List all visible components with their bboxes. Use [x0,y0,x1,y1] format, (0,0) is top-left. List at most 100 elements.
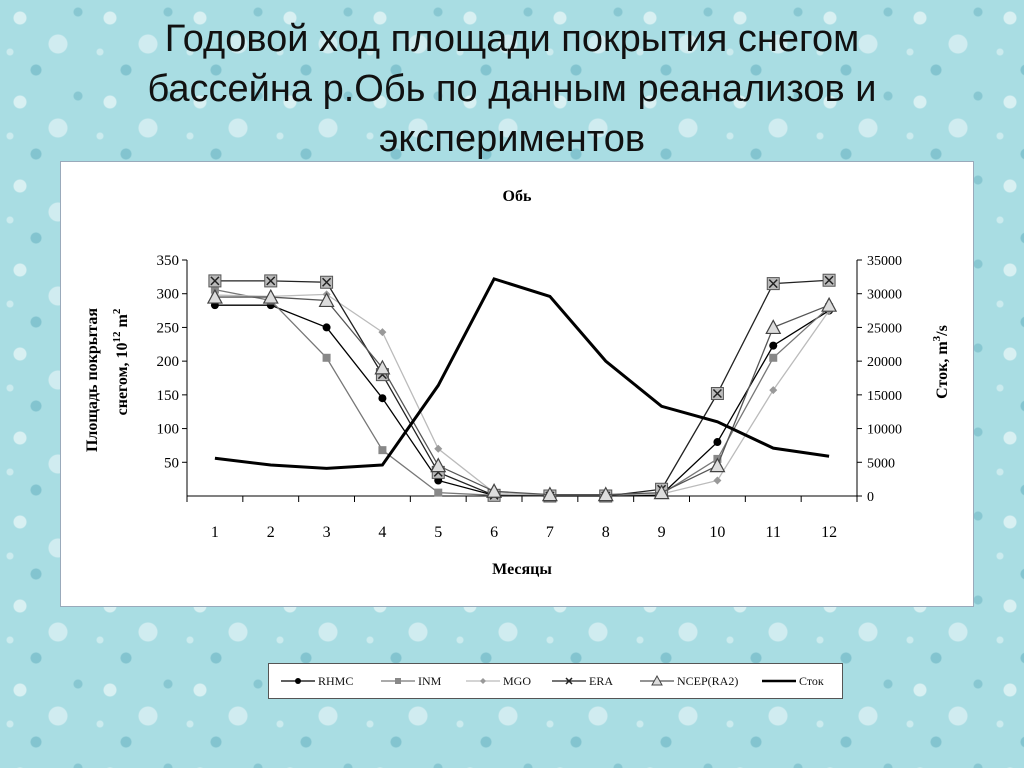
y-right-tick-label: 10000 [867,423,902,438]
legend-swatch-marker [651,674,663,686]
y-right-label-main: Сток, m [934,341,951,399]
y-right-tick-label: 0 [867,490,874,505]
point-mgo [434,444,443,453]
point-rhmc [769,341,778,350]
y-right-tick-label: 5000 [867,456,895,471]
legend-swatch [640,674,674,686]
legend-item: Сток [762,664,824,698]
chart-svg: Обь Месяцы Площадь покрытая снегом, 1012… [84,188,951,578]
legend-swatch-marker [480,678,486,684]
legend-item: INM [381,664,441,698]
point-era [824,275,834,285]
title-line-3: экспериментов [378,118,646,160]
series-line-сток [214,277,830,470]
legend-label: ERA [589,673,613,688]
legend-label: MGO [503,673,532,688]
series-line-mgo [214,293,830,496]
x-tick-label: 6 [490,524,498,541]
y-right-tick-label: 20000 [867,355,902,370]
legend: RHMC INM MGO ERA NCEP(RA2) Сток [268,663,843,699]
legend-label: NCEP(RA2) [677,673,739,688]
y-left-tick-label: 200 [157,354,180,370]
legend-swatch [762,679,796,683]
legend-label: INM [418,673,442,688]
series-line-inm [214,289,830,496]
y-left-label-line1: Площадь покрытая [84,308,101,452]
y-left-label-main: снегом, 10 [114,342,131,415]
point-rhmc [713,438,722,447]
legend-swatch-marker [295,678,301,684]
x-tick-label: 4 [378,524,386,541]
point-era [210,276,220,286]
y-left-label-unit: m [114,313,131,327]
point-ncep-ra2 [821,296,838,312]
point-ncep-ra2 [430,457,447,473]
title-line-1: Годовой ход площади покрытия снегом [164,18,860,60]
point-inm [769,353,778,362]
point-inm [322,353,331,362]
point-ncep-ra2 [653,484,670,500]
point-rhmc [322,323,331,332]
chart-panel: Обь Месяцы Площадь покрытая снегом, 1012… [60,161,974,607]
chart-title: Обь [503,188,532,205]
point-era [712,388,722,399]
point-ncep-ra2 [374,359,391,375]
x-tick-label: 7 [546,524,554,541]
x-tick-label: 12 [821,524,837,541]
point-ncep-ra2 [541,486,558,502]
legend-label: RHMC [318,673,354,688]
x-tick-label: 2 [267,524,275,541]
point-ncep-ra2 [486,483,503,498]
point-inm [378,446,387,455]
point-mgo [713,476,722,485]
legend-swatch [552,677,586,685]
y-right-tick-label: 35000 [867,254,902,269]
point-inm [434,488,443,497]
y-left-tick-label: 150 [157,388,180,404]
point-mgo [769,386,778,395]
legend-swatch [381,678,415,684]
y-left-label-line2: снегом, 1012 m2 [111,308,131,415]
x-tick-label: 3 [323,524,331,541]
point-ncep-ra2 [206,288,223,304]
point-era [266,276,276,286]
x-tick-label: 11 [766,524,781,541]
y-left-label-exp: 12 [111,331,123,343]
legend-swatch-marker [395,678,401,684]
y-left-tick-label: 100 [157,422,180,438]
series-line-era [214,279,830,497]
legend-swatch-marker [565,677,573,685]
point-rhmc [378,394,387,403]
legend-item: RHMC [281,664,353,698]
y-right-tick-label: 15000 [867,389,902,404]
y-left-label-unit-exp: 2 [111,308,123,314]
x-tick-label: 5 [434,524,442,541]
point-ncep-ra2 [318,292,335,308]
legend-label: Сток [799,673,824,688]
slide-title: Годовой ход площади покрытия снегом басс… [40,14,984,164]
y-right-label-exp: 3 [931,335,943,341]
legend-item: MGO [466,664,531,698]
y-left-tick-label: 300 [157,287,180,303]
legend-item: ERA [552,664,613,698]
x-tick-label: 8 [602,524,610,541]
title-line-2: бассейна р.Обь по данным реанализов и [147,68,877,110]
x-tick-label: 10 [709,524,725,541]
y-left-tick-label: 350 [157,253,180,269]
point-ncep-ra2 [597,486,614,502]
point-ncep-ra2 [709,457,726,473]
point-ncep-ra2 [765,319,782,335]
legend-swatch [466,678,500,684]
point-ncep-ra2 [262,288,279,304]
legend-item: NCEP(RA2) [640,664,738,698]
point-era [322,277,332,287]
y-left-tick-label: 50 [164,455,179,471]
x-tick-label: 9 [658,524,666,541]
y-left-tick-label: 250 [157,320,180,336]
plot-area: 50 100 150 200 250 300 350 0 5000 10000 15000 20000… [157,253,903,541]
y-right-tick-label: 25000 [867,321,902,336]
x-axis-label: Месяцы [492,561,552,578]
y-right-label-suffix: /s [934,325,951,337]
point-mgo [378,328,387,337]
point-era [768,279,778,289]
